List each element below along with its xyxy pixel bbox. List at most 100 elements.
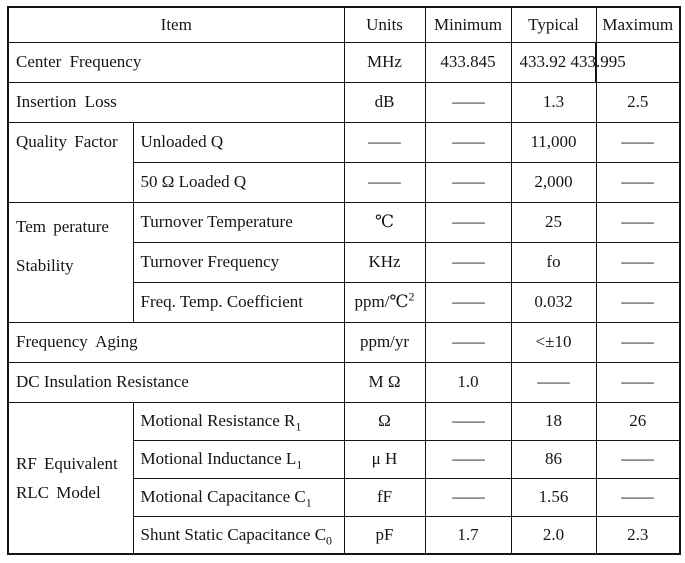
header-units-label: Units [366,14,403,34]
header-minimum-label: Minimum [433,14,502,34]
loaded-q-units: — [368,172,401,191]
cell-motional-resistance-max: 26 [595,401,681,441]
cell-center-frequency-units: MHz [343,41,426,83]
quality-factor-group-label: Quality Factor [16,131,118,151]
cell-motional-inductance-min: — [424,439,512,479]
frequency-aging-label: Frequency Aging [16,332,138,351]
turnover-temperature-label: Turnover Temperature [140,212,293,231]
loaded-q-max: — [621,172,654,191]
header-item-label: Item [160,14,192,34]
motional-capacitance-label-sub: 1 [305,495,312,510]
group-rf-equivalent-rlc-model: RF Equivalent RLC Model [7,401,134,555]
motional-inductance-min: — [451,449,485,468]
cell-insertion-loss-item: Insertion Loss [7,81,345,123]
motional-capacitance-typ: 1.56 [538,487,569,506]
unloaded-q-max: — [621,132,654,151]
cell-unloaded-q-max: — [595,121,681,163]
cell-shunt-static-capacitance-typ: 2.0 [510,515,597,555]
motional-resistance-label-sub: 1 [295,419,302,434]
motional-resistance-typ: 18 [545,411,562,430]
turnover-frequency-min: — [451,252,485,271]
cell-shunt-static-capacitance-min: 1.7 [424,515,512,555]
insertion-loss-max: 2.5 [627,92,649,111]
cell-dc-insulation-typ: — [510,361,597,403]
cell-motional-resistance-item: Motional Resistance R1 [132,401,345,441]
cell-center-frequency-item: Center Frequency [7,41,345,83]
shunt-static-capacitance-units: pF [375,524,394,544]
cell-motional-resistance-typ: 18 [510,401,597,441]
shunt-static-capacitance-max: 2.3 [627,524,649,544]
header-maximum: Maximum [595,6,681,43]
cell-unloaded-q-units: — [343,121,426,163]
dc-insulation-min: 1.0 [457,372,479,391]
center-frequency-min: 433.845 [440,52,496,71]
cell-loaded-q-min: — [424,161,512,203]
row-motional-inductance: Motional Inductance L1 μ H — 86 — [8,439,681,479]
header-minimum: Minimum [424,6,512,43]
turnover-temperature-units: ℃ [374,212,395,231]
group-quality-factor: Quality Factor [7,121,134,203]
cell-motional-inductance-typ: 86 [510,439,597,479]
motional-inductance-label-sub: 1 [296,457,303,472]
center-frequency-units: MHz [367,52,402,71]
shunt-static-capacitance-label: Shunt Static Capacitance C [140,524,327,544]
cell-shunt-static-capacitance-max: 2.3 [595,515,681,555]
row-turnover-temperature: Tem perature Stability Turnover Temperat… [7,201,681,323]
cell-insertion-loss-units: dB [343,81,426,123]
row-motional-capacitance: Motional Capacitance C1 fF — 1.56 — [8,477,681,517]
frequency-aging-units: ppm/yr [359,332,410,351]
cell-freq-temp-coefficient-min: — [424,281,512,323]
dc-insulation-typ: — [537,372,570,391]
cell-motional-capacitance-typ: 1.56 [510,477,597,517]
header-maximum-label: Maximum [602,14,674,34]
turnover-temperature-min: — [451,212,485,231]
cell-shunt-static-capacitance-units: pF [343,515,426,555]
cell-insertion-loss-typ: 1.3 [510,81,597,123]
insertion-loss-label: Insertion Loss [16,92,117,111]
cell-turnover-temperature-typ: 25 [510,201,597,243]
turnover-frequency-max: — [621,252,654,271]
cell-unloaded-q-min: — [424,121,512,163]
loaded-q-label: 50 Ω Loaded Q [140,172,247,191]
cell-motional-capacitance-item: Motional Capacitance C1 [132,477,345,517]
center-frequency-typical-value: 433.92 433.995 [519,52,626,71]
column-border-overlay [594,42,596,82]
header-row: Item Units Minimum Typical Maximum [7,6,681,43]
freq-temp-coefficient-min: — [451,292,485,311]
cell-center-frequency-typical: 433.92 433.995 [510,41,626,83]
motional-resistance-label: Motional Resistance R [140,411,296,430]
freq-temp-coefficient-units-sup: 2 [408,289,415,304]
frequency-aging-max: — [621,332,654,351]
motional-capacitance-units: fF [376,487,393,506]
insertion-loss-min: — [451,92,485,111]
unloaded-q-units: — [368,132,401,151]
temperature-stability-group-line2: Stability [16,255,74,275]
shunt-static-capacitance-typ: 2.0 [542,524,565,544]
row-shunt-static-capacitance: Shunt Static Capacitance C0 pF 1.7 2.0 2… [8,515,681,555]
cell-frequency-aging-typ: <±10 [510,321,597,363]
row-turnover-frequency: Turnover Frequency KHz — fo — [8,241,681,283]
header-typical-label: Typical [528,14,579,34]
cell-motional-inductance-item: Motional Inductance L1 [132,439,345,479]
cell-dc-insulation-max: — [595,361,681,403]
turnover-frequency-units: KHz [368,252,401,271]
loaded-q-min: — [451,172,485,191]
cell-motional-inductance-units: μ H [343,439,426,479]
cell-unloaded-q-typ: 11,000 [510,121,597,163]
cell-loaded-q-item: 50 Ω Loaded Q [132,161,345,203]
loaded-q-typ: 2,000 [534,172,573,191]
cell-freq-temp-coefficient-item: Freq. Temp. Coefficient [132,281,345,323]
motional-inductance-typ: 86 [545,449,562,468]
group-temperature-stability: Tem perature Stability [7,201,134,323]
cell-dc-insulation-item: DC Insulation Resistance [7,361,345,403]
row-dc-insulation-resistance: DC Insulation Resistance M Ω 1.0 — — [7,361,681,403]
spec-table: Item Units Minimum Typical Maximum Cente… [7,6,681,555]
dc-insulation-label: DC Insulation Resistance [16,372,189,391]
cell-loaded-q-max: — [595,161,681,203]
row-center-frequency: Center Frequency MHz 433.845 433.92 433.… [7,41,681,83]
row-unloaded-q: Quality Factor Unloaded Q — — 11,000 — [7,121,681,203]
motional-resistance-units: Ω [378,411,391,430]
cell-motional-resistance-min: — [424,401,512,441]
motional-capacitance-max: — [621,487,654,506]
cell-motional-inductance-max: — [595,439,681,479]
